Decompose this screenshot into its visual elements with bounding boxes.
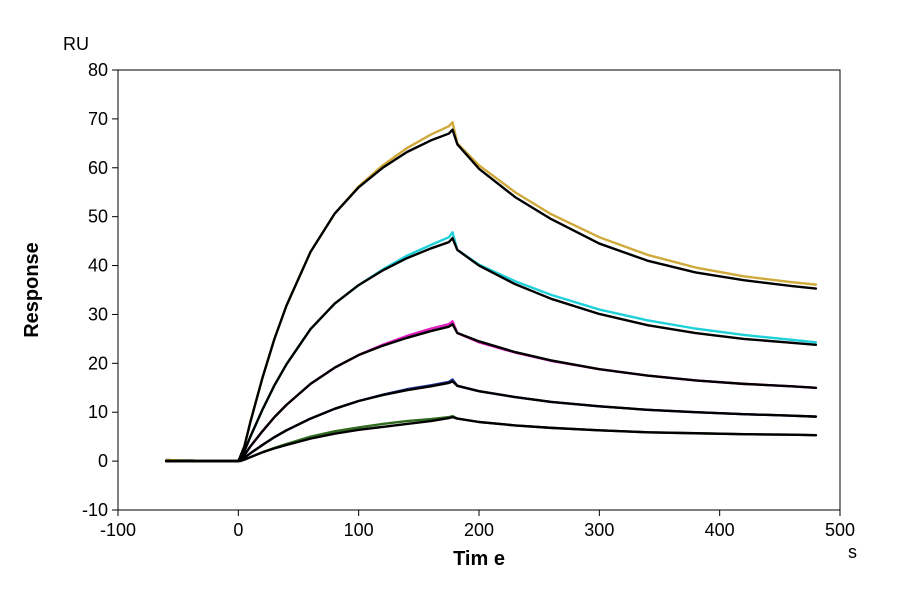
y-tick-label: 0 bbox=[98, 451, 108, 471]
y-tick-label: 10 bbox=[88, 402, 108, 422]
y-tick-label: 30 bbox=[88, 304, 108, 324]
x-axis-title: Tim e bbox=[453, 548, 505, 570]
x-axis-ticks: -100 0 100 200 300 400 500 bbox=[100, 510, 855, 540]
y-tick-label: -10 bbox=[82, 500, 108, 520]
y-tick-label: 20 bbox=[88, 353, 108, 373]
y-tick-label: 50 bbox=[88, 207, 108, 227]
y-axis-title: Response bbox=[21, 242, 43, 338]
y-tick-label: 60 bbox=[88, 158, 108, 178]
chart-svg: -1001020304050607080 -100010020030040050… bbox=[0, 0, 900, 600]
x-tick-label: -100 bbox=[100, 520, 136, 540]
x-tick-label: 100 bbox=[344, 520, 374, 540]
x-tick-label: 0 bbox=[233, 520, 243, 540]
y-axis-unit: RU bbox=[63, 34, 89, 54]
y-axis-ticks: -10 0 10 20 30 40 50 60 70 80 bbox=[82, 60, 118, 520]
y-tick-label: 70 bbox=[88, 109, 108, 129]
x-tick-label: 500 bbox=[825, 520, 855, 540]
y-tick-label: 40 bbox=[88, 256, 108, 276]
x-tick-label: 300 bbox=[584, 520, 614, 540]
y-tick-label: 80 bbox=[88, 60, 108, 80]
x-tick-label: 400 bbox=[705, 520, 735, 540]
x-tick-label: 200 bbox=[464, 520, 494, 540]
plot-background bbox=[118, 70, 840, 510]
spr-sensorgram-chart: -1001020304050607080 -100010020030040050… bbox=[0, 0, 900, 600]
x-axis-unit: s bbox=[848, 542, 857, 562]
